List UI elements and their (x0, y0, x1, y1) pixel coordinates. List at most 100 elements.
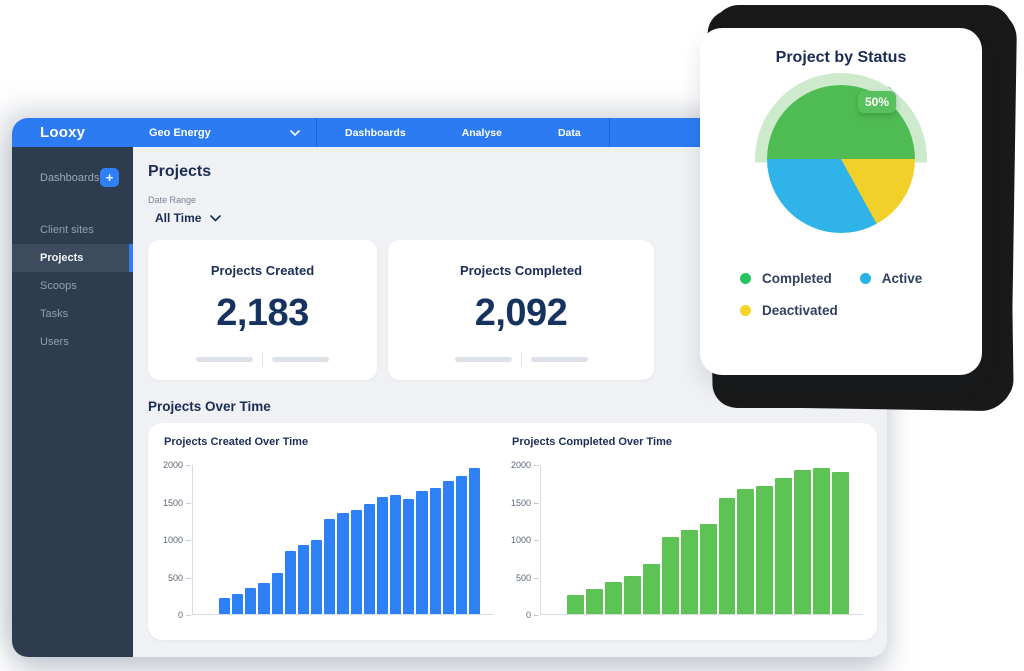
bar (623, 576, 641, 614)
sidebar-menu: Client sites Projects Scoops Tasks Users (12, 216, 133, 356)
main-content: Projects Date Range All Time Projects Cr… (133, 147, 887, 657)
legend-item-active: Active (859, 271, 922, 286)
nav-item-analyse[interactable]: Analyse (461, 126, 502, 139)
bar (775, 478, 793, 614)
sidebar-item-projects[interactable]: Projects (12, 244, 133, 272)
bar (245, 587, 257, 614)
sidebar-item-scoops[interactable]: Scoops (40, 280, 77, 292)
skeleton-bars (454, 352, 588, 367)
y-tick-label: 2000 (510, 460, 540, 470)
bar (271, 573, 283, 614)
add-dashboard-button[interactable]: + (100, 168, 119, 187)
skeleton-divider (520, 352, 522, 367)
charts-card: Projects Created Over Time 0 500 1000 1500 2… (148, 423, 877, 640)
bar (813, 468, 831, 614)
bar (403, 498, 415, 614)
y-tick-label: 0 (525, 610, 540, 620)
skeleton-bar (454, 357, 512, 362)
date-range-value: All Time (155, 211, 202, 225)
nav-item-dashboards[interactable]: Dashboards (345, 126, 406, 139)
stat-title: Projects Completed (459, 263, 583, 278)
client-selector[interactable]: Geo Energy (133, 118, 317, 147)
bar (661, 536, 679, 614)
logo-area: Looxy (12, 118, 133, 147)
bar (297, 545, 310, 614)
chevron-down-icon (210, 214, 222, 222)
sidebar-item-client-sites[interactable]: Client sites (40, 224, 94, 236)
bar-chart-projects-completed: Projects Completed Over Time 0 500 1000 150… (510, 436, 863, 640)
y-tick-label: 1000 (510, 535, 540, 545)
legend-dot-completed (740, 273, 751, 284)
chart-title: Projects Completed Over Time (512, 436, 672, 448)
bar (219, 598, 231, 614)
bar (468, 467, 481, 614)
bar (455, 475, 467, 614)
stat-value: 2,183 (216, 292, 309, 334)
skeleton-divider (262, 352, 263, 367)
bar (324, 519, 336, 614)
date-range-label: Date Range (148, 195, 197, 205)
app-logo: Looxy (40, 124, 86, 141)
bar (680, 529, 698, 614)
skeleton-bar (196, 357, 253, 362)
bar (794, 470, 812, 614)
chart-title: Projects Created Over Time (164, 436, 309, 448)
bar (567, 594, 584, 614)
bar (350, 510, 362, 614)
skeleton-bar (272, 357, 329, 362)
bar (284, 551, 296, 614)
pie-legend: Completed Active Deactivated (740, 271, 972, 318)
bar (258, 583, 270, 614)
y-tick-label: 0 (177, 610, 192, 620)
bar (416, 490, 428, 614)
y-tick-label: 500 (167, 572, 192, 583)
sidebar-item-tasks[interactable]: Tasks (40, 308, 69, 320)
chevron-down-icon (290, 129, 300, 136)
bar (337, 512, 349, 614)
status-card-title: Project by Status (775, 49, 907, 66)
bars (541, 465, 863, 614)
bar (390, 495, 402, 614)
bar (832, 472, 850, 614)
bar-chart-projects-created: Projects Created Over Time 0 500 1000 1500 2… (162, 436, 494, 640)
bar (376, 496, 389, 614)
pie-value-badge: 50% (858, 91, 896, 113)
sidebar: Dashboards + Client sites Projects Scoop… (12, 147, 133, 657)
nav-links: Dashboards Analyse Data (317, 118, 610, 147)
y-tick-label: 1500 (162, 497, 192, 508)
sidebar-section-label: Dashboards (40, 171, 100, 184)
skeleton-bars (196, 352, 329, 367)
stat-value: 2,092 (474, 292, 568, 334)
legend-dot-deactivated (740, 305, 751, 316)
stat-card-projects-created: Projects Created 2,183 (148, 240, 377, 380)
sidebar-item-users[interactable]: Users (40, 336, 69, 348)
legend-dot-active (859, 273, 871, 284)
nav-item-data[interactable]: Data (557, 126, 581, 139)
bar (442, 481, 454, 614)
y-tick-label: 1500 (510, 497, 540, 508)
date-range-select[interactable]: All Time (155, 211, 222, 225)
bar (699, 523, 717, 614)
bar (737, 488, 755, 614)
bar (604, 581, 622, 614)
bar (642, 564, 660, 614)
stat-card-projects-completed: Projects Completed 2,092 (388, 240, 654, 380)
bar (756, 485, 774, 614)
section-title: Projects Over Time (148, 399, 271, 414)
y-axis-labels: 0 500 1000 1500 2000 (510, 460, 540, 620)
skeleton-bar (530, 357, 588, 362)
stat-cards-row: Projects Created 2,183 Projects Complete… (148, 240, 887, 380)
pie-chart-area: 50% (746, 73, 936, 245)
sidebar-header: Dashboards + (12, 147, 133, 187)
y-tick-label: 2000 (162, 460, 192, 470)
project-status-card: Project by Status 50% Completed Active D… (700, 28, 982, 375)
bar (585, 589, 603, 614)
plot-area: 0 500 1000 1500 2000 (162, 460, 494, 620)
bar (363, 503, 375, 614)
page-title: Projects (148, 163, 212, 180)
client-selector-label: Geo Energy (149, 126, 211, 139)
y-tick-label: 500 (515, 572, 540, 583)
bar (311, 540, 323, 614)
y-tick-label: 1000 (162, 535, 192, 545)
